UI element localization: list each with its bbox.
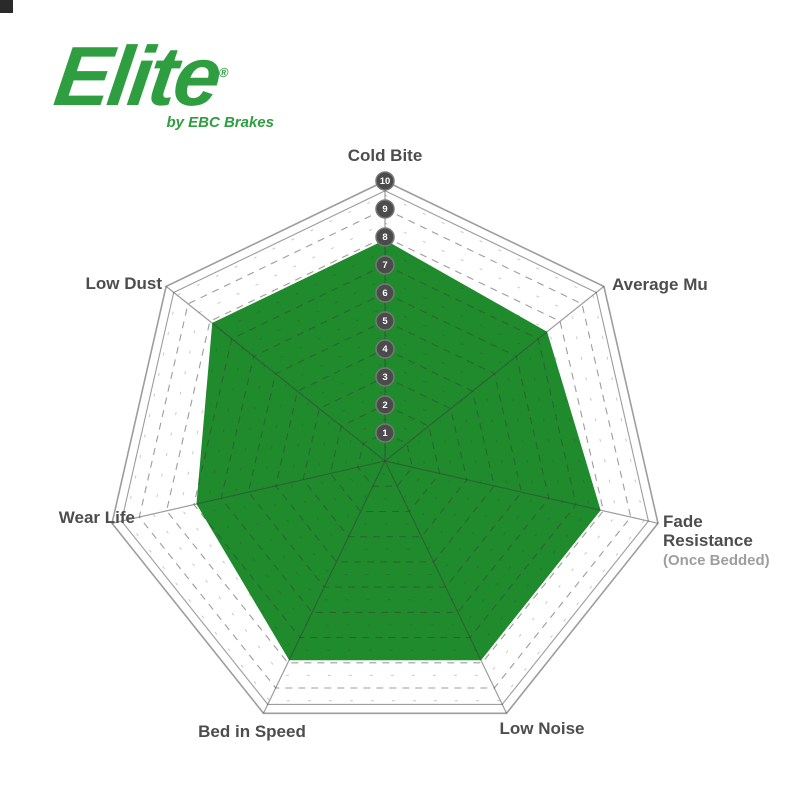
axis-label-bed-in-speed: Bed in Speed xyxy=(198,722,306,741)
radar-grid-halfring xyxy=(234,306,536,601)
radar-grid-halfring xyxy=(179,250,591,651)
scale-badge-label: 2 xyxy=(382,400,387,411)
radar-grid-halfring xyxy=(316,390,454,525)
axis-label-average-mu: Average Mu xyxy=(612,275,708,294)
elite-logo: Elite® by EBC Brakes xyxy=(49,29,280,131)
scale-badge-label: 4 xyxy=(382,344,388,355)
scale-badge xyxy=(375,395,395,415)
radar-spoke xyxy=(165,285,386,462)
scale-badge xyxy=(375,423,395,443)
radar-grid-halfring xyxy=(261,334,509,575)
scale-badge-label: 1 xyxy=(382,428,388,439)
scale-badge xyxy=(375,339,395,359)
scale-badge xyxy=(375,283,395,303)
radar-grid-ring xyxy=(357,432,413,487)
scale-badge xyxy=(375,227,395,247)
radar-grid-ring xyxy=(193,264,577,639)
radar-grid-ring xyxy=(220,292,550,613)
radar-grid-halfring xyxy=(125,194,645,702)
fade-resistance-note: (Once Bedded) xyxy=(663,552,770,569)
radar-grid-ring xyxy=(166,236,604,664)
radar-spoke xyxy=(384,460,508,714)
radar-grid-halfring xyxy=(370,446,400,475)
radar-spoke xyxy=(262,460,386,714)
axis-label-cold-bite: Cold Bite xyxy=(347,146,423,165)
scale-badge xyxy=(375,255,395,275)
radar-spoke xyxy=(384,460,659,524)
scale-badge-label: 3 xyxy=(382,372,387,383)
scale-badge-label: 6 xyxy=(382,288,387,299)
axis-label-wear-life: Wear Life xyxy=(58,508,135,527)
radar-grid-ring xyxy=(275,348,495,563)
radar-grid-ring xyxy=(329,404,441,513)
radar-grid-ring xyxy=(138,208,632,689)
scale-badge-label: 9 xyxy=(382,204,387,215)
radar-outer-ring xyxy=(111,180,659,715)
radar-grid-halfring xyxy=(343,418,427,500)
fade-resistance-text: Fade Resistance xyxy=(663,512,753,550)
radar-outer-ring-inner xyxy=(121,190,649,705)
scale-badge-label: 7 xyxy=(382,260,387,271)
scale-badge xyxy=(375,311,395,331)
radar-spoke xyxy=(384,285,605,462)
axis-label-fade-resistance: Fade Resistance (Once Bedded) xyxy=(663,493,797,570)
scale-badge-label: 5 xyxy=(382,316,388,327)
corner-mark xyxy=(0,0,13,13)
scale-badge xyxy=(375,199,395,219)
radar-spoke xyxy=(111,460,386,524)
radar-grid-ring xyxy=(247,320,523,588)
scale-badge xyxy=(375,171,395,191)
logo-tagline: by EBC Brakes xyxy=(166,114,274,131)
axis-label-low-dust: Low Dust xyxy=(85,274,163,293)
axis-label-low-noise: Low Noise xyxy=(499,719,585,738)
scale-badge xyxy=(375,367,395,387)
scale-badge-label: 10 xyxy=(380,176,391,187)
scale-badge-label: 8 xyxy=(382,232,387,243)
